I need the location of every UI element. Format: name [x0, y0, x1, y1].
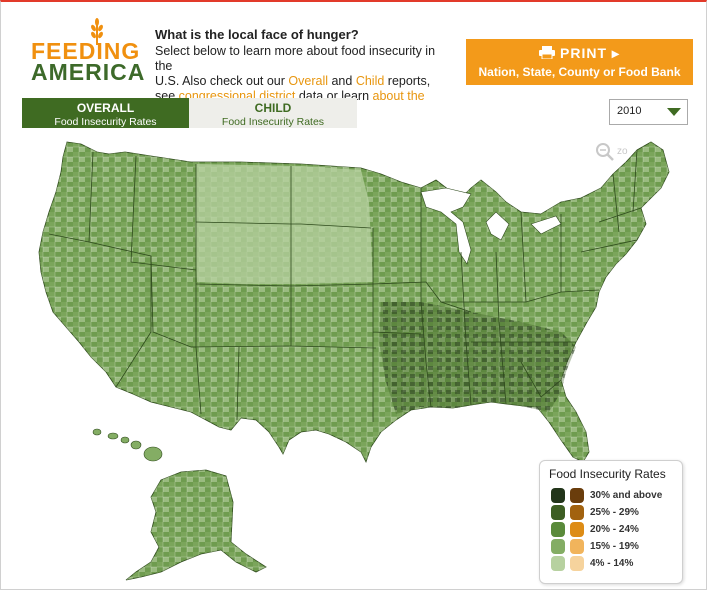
wheat-icon: [91, 18, 103, 45]
state-borders: [48, 149, 642, 422]
tab-overall[interactable]: OVERALL Food Insecurity Rates: [22, 98, 189, 128]
zoom-control[interactable]: zo: [595, 142, 628, 165]
chevron-down-icon: [667, 108, 681, 116]
legend-label: 25% - 29%: [590, 507, 639, 518]
print-label-row: PRINT ▸: [466, 45, 693, 62]
intro-text-c: reports,: [384, 74, 431, 88]
south-high-rate-area: [379, 302, 576, 414]
intro-text-a: U.S. Also check out our: [155, 74, 289, 88]
legend-swatch-orange: [570, 556, 584, 571]
legend-swatch-green: [551, 522, 565, 537]
alaska-texture: [126, 470, 266, 580]
zoom-label: zo: [617, 146, 628, 157]
legend-row: 30% and above: [550, 488, 680, 505]
year-select[interactable]: 2010: [609, 99, 688, 125]
legend-row: 25% - 29%: [550, 505, 680, 522]
legend-row: 20% - 24%: [550, 522, 680, 539]
print-scope-label: Nation, State, County or Food Bank: [478, 65, 681, 79]
overall-report-link[interactable]: Overall: [288, 74, 328, 88]
legend-swatch-green: [551, 488, 565, 503]
legend-swatch-green: [551, 556, 565, 571]
magnifier-icon: [596, 143, 614, 161]
intro-line-1: Select below to learn more about food in…: [155, 44, 436, 73]
legend-label: 4% - 14%: [590, 558, 634, 569]
tab-child[interactable]: CHILD Food Insecurity Rates: [189, 98, 357, 128]
map-legend: Food Insecurity Rates 30% and above 25% …: [539, 460, 683, 584]
legend-label: 20% - 24%: [590, 524, 639, 535]
logo-america: AMERICA: [31, 59, 146, 85]
child-report-link[interactable]: Child: [355, 74, 385, 88]
intro-line-2: U.S. Also check out our Overall and Chil…: [155, 74, 455, 89]
legend-label: 30% and above: [590, 490, 663, 501]
legend-row: 4% - 14%: [550, 556, 680, 573]
print-label: PRINT ▸: [560, 45, 620, 61]
legend-swatch-green: [551, 505, 565, 520]
legend-swatch-orange: [570, 505, 584, 520]
print-button[interactable]: PRINT ▸ Nation, State, County or Food Ba…: [466, 39, 693, 85]
page-title: What is the local face of hunger?: [155, 27, 359, 42]
legend-swatch-orange: [570, 539, 584, 554]
tab-child-subtitle: Food Insecurity Rates: [221, 116, 325, 128]
legend-swatch-green: [551, 539, 565, 554]
legend-title: Food Insecurity Rates: [549, 467, 666, 481]
tab-overall-subtitle: Food Insecurity Rates: [54, 116, 157, 128]
legend-swatch-orange: [570, 522, 584, 537]
tab-child-title: CHILD: [254, 101, 292, 115]
year-select-value: 2010: [617, 105, 642, 117]
legend-row: 15% - 19%: [550, 539, 680, 556]
legend-label: 15% - 19%: [590, 541, 639, 552]
feeding-america-logo[interactable]: FEEDING AMERICA: [31, 18, 146, 85]
legend-swatch-orange: [570, 488, 584, 503]
logo-feeding: FEEDING: [31, 38, 141, 64]
hawaii[interactable]: [92, 428, 163, 462]
intro-text-b: and: [328, 74, 356, 88]
tab-overall-title: OVERALL: [76, 101, 135, 115]
